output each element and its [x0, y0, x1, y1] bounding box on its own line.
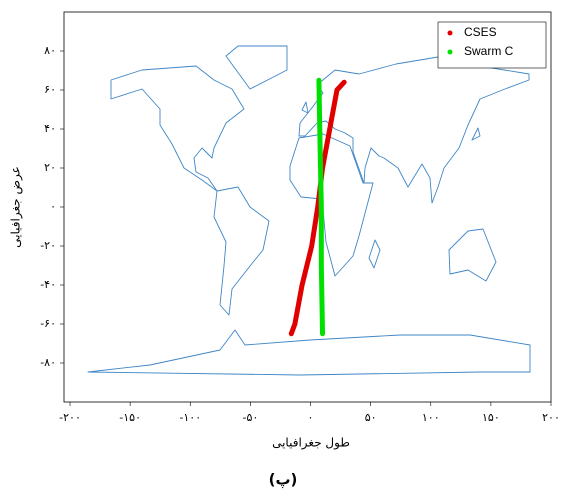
legend-marker [447, 30, 453, 36]
legend-label: Swarm C [464, 44, 514, 58]
y-tick-label: ۰ [50, 200, 56, 213]
y-tick-label: ۴۰ [44, 122, 56, 135]
x-tick-label: -۱۵۰ [119, 411, 141, 424]
y-tick-label: ۸۰ [44, 44, 56, 57]
plot-frame [63, 11, 552, 403]
y-tick-label: -۲۰ [40, 239, 56, 252]
world-map [87, 45, 531, 376]
x-tick-label: ۰ [308, 411, 314, 424]
x-tick-label: ۲۰۰ [542, 411, 560, 424]
track-line [316, 77, 326, 337]
x-tick-label: ۱۰۰ [422, 411, 440, 424]
y-tick-label: ۶۰ [44, 83, 56, 96]
y-tick-label: -۸۰ [40, 356, 56, 369]
y-tick-label: -۴۰ [40, 278, 56, 291]
legend-label: CSES [464, 25, 497, 39]
legend [437, 21, 547, 69]
x-tick-label: ۵۰ [365, 411, 377, 424]
track-line [288, 79, 347, 337]
x-tick-label: -۲۰۰ [59, 411, 81, 424]
y-axis-label: عرض جغرافیایی [9, 166, 24, 248]
legend-marker [447, 49, 453, 55]
x-tick-label: -۵۰ [242, 411, 258, 424]
x-tick-label: -۱۰۰ [179, 411, 201, 424]
x-tick-label: ۱۵۰ [482, 411, 500, 424]
y-tick-label: ۲۰ [44, 161, 56, 174]
caption: (پ) [269, 471, 298, 489]
x-axis-label: طول جغرافیایی [272, 436, 350, 451]
y-tick-label: -۶۰ [40, 317, 56, 330]
